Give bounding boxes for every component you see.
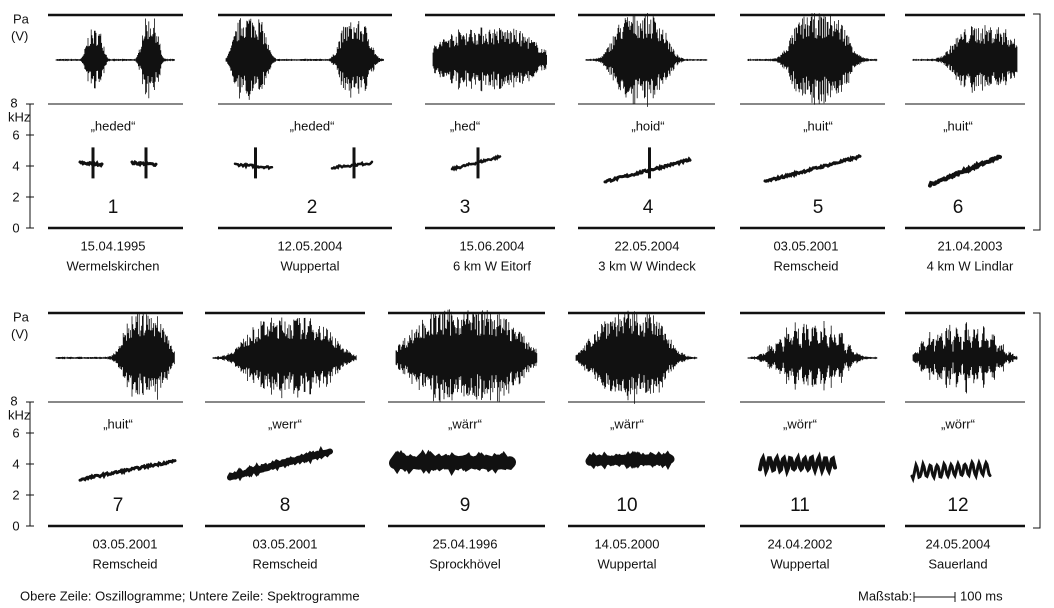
- spectrogram: [912, 462, 990, 478]
- axis-tick-label: 4: [12, 158, 19, 173]
- panel-number: 11: [790, 495, 810, 516]
- date: 03.05.2001: [773, 238, 838, 253]
- bracket: [1033, 14, 1040, 528]
- panel-number: 7: [113, 495, 124, 516]
- axis-tick-label: 8: [10, 393, 17, 408]
- axis-unit: Pa: [13, 309, 30, 324]
- figure: Obere Zeile: Oszillogramme; Untere Zeile…: [0, 0, 1054, 608]
- spectrogram: [765, 156, 860, 181]
- spectrogram: [80, 461, 175, 481]
- axis-unit: (V): [11, 326, 28, 341]
- place: Sprockhövel: [429, 556, 501, 571]
- syllable: „heded“: [290, 118, 335, 133]
- date: 24.04.2002: [767, 536, 832, 551]
- oscillogram: [586, 13, 707, 107]
- syllable: „hed“: [450, 118, 480, 133]
- oscillogram: [576, 311, 697, 404]
- oscillogram: [748, 13, 877, 105]
- axis-unit: kHz: [8, 109, 30, 124]
- oscillogram: [913, 322, 1017, 393]
- syllable: „huit“: [943, 118, 973, 133]
- place: 4 km W Lindlar: [927, 258, 1014, 273]
- axis-unit: (V): [11, 28, 28, 43]
- syllable: „wärr“: [448, 416, 482, 431]
- spectrogram: [930, 157, 1000, 186]
- syllable: „huit“: [103, 416, 133, 431]
- place: Wuppertal: [597, 556, 656, 571]
- scale-value: 100 ms: [960, 588, 1003, 603]
- axis-tick-label: 6: [12, 425, 19, 440]
- axis-unit: Pa: [13, 11, 30, 26]
- panel-number: 10: [616, 495, 637, 516]
- panel-number: 5: [813, 197, 824, 218]
- oscillogram: [913, 25, 1017, 93]
- date: 15.04.1995: [80, 238, 145, 253]
- spectrogram: [235, 164, 272, 169]
- date: 22.05.2004: [614, 238, 679, 253]
- oscillogram: [748, 321, 877, 390]
- page: Obere Zeile: Oszillogramme; Untere Zeile…: [0, 0, 1054, 608]
- axis-tick-label: 6: [12, 127, 19, 142]
- place: Sauerland: [928, 556, 987, 571]
- panel-number: 3: [460, 197, 471, 218]
- syllable: „heded“: [91, 118, 136, 133]
- spectrogram: [132, 162, 156, 165]
- panel-number: 6: [953, 197, 964, 218]
- syllable: „wörr“: [783, 416, 817, 431]
- syllable: „wörr“: [941, 416, 975, 431]
- spectrogram: [760, 457, 835, 470]
- spectrogram: [332, 162, 372, 169]
- spectrogram: [395, 461, 510, 463]
- syllable: „wärr“: [610, 416, 644, 431]
- place: Wermelskirchen: [67, 258, 160, 273]
- date: 03.05.2001: [252, 536, 317, 551]
- axis-tick-label: 0: [12, 518, 19, 533]
- place: 3 km W Windeck: [598, 258, 696, 273]
- date: 12.05.2004: [277, 238, 342, 253]
- caption: Obere Zeile: Oszillogramme; Untere Zeile…: [20, 588, 360, 603]
- panel-number: 4: [643, 197, 654, 218]
- syllable: „hoid“: [631, 118, 664, 133]
- panel-number: 8: [280, 495, 291, 516]
- date: 03.05.2001: [92, 536, 157, 551]
- oscillogram: [226, 18, 384, 100]
- panel-number: 12: [947, 495, 968, 516]
- date: 21.04.2003: [937, 238, 1002, 253]
- place: Wuppertal: [280, 258, 339, 273]
- place: Remscheid: [773, 258, 838, 273]
- spectrogram: [80, 162, 102, 166]
- oscillogram: [56, 19, 174, 99]
- syllable: „werr“: [268, 416, 302, 431]
- scale-bar: [914, 592, 955, 602]
- scale-label: Maßstab:: [858, 588, 912, 603]
- panel-number: 2: [307, 197, 318, 218]
- syllable: „huit“: [803, 118, 833, 133]
- spectrogram: [452, 156, 500, 169]
- axis-tick-label: 2: [12, 189, 19, 204]
- spectrogram: [605, 159, 690, 182]
- panel-number: 9: [460, 495, 471, 516]
- axis-tick-label: 4: [12, 456, 19, 471]
- place: 6 km W Eitorf: [453, 258, 531, 273]
- date: 14.05.2000: [594, 536, 659, 551]
- date: 25.04.1996: [432, 536, 497, 551]
- axis-tick-label: 2: [12, 487, 19, 502]
- oscillogram: [396, 309, 537, 402]
- axis-unit: kHz: [8, 407, 30, 422]
- axis-tick-label: 0: [12, 220, 19, 235]
- date: 24.05.2004: [925, 536, 990, 551]
- oscillogram: [56, 312, 174, 400]
- axis-tick-label: 8: [10, 95, 17, 110]
- spectrogram: [230, 452, 330, 478]
- place: Remscheid: [252, 556, 317, 571]
- place: Remscheid: [92, 556, 157, 571]
- oscillogram: [433, 28, 547, 92]
- oscillogram: [213, 318, 356, 399]
- place: Wuppertal: [770, 556, 829, 571]
- panel-number: 1: [108, 197, 119, 218]
- date: 15.06.2004: [459, 238, 524, 253]
- spectrogram: [590, 459, 670, 462]
